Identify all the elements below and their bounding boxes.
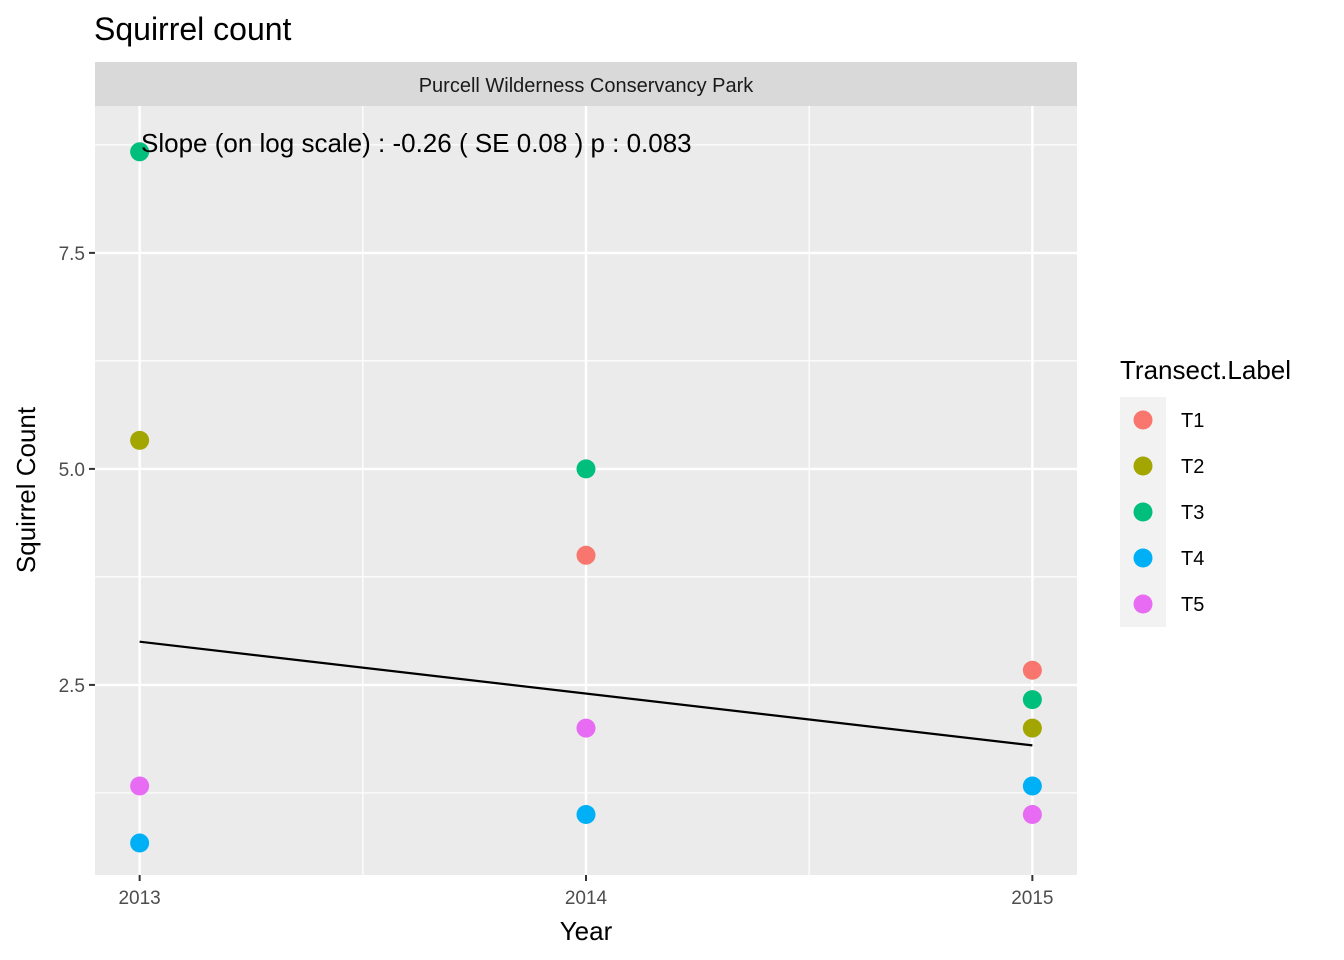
legend-label-t3: T3 [1181,502,1204,524]
y-axis: 2.5 5.0 7.5 [59,244,95,697]
point-t3 [1022,690,1042,710]
legend-label-t2: T2 [1181,456,1204,478]
point-t5 [1022,805,1042,825]
point-t5 [576,718,596,738]
legend-key-t5 [1133,594,1153,614]
point-t4 [130,833,150,853]
legend-label-t1: T1 [1181,410,1204,432]
point-t4 [1022,776,1042,796]
legend-key-t4 [1133,548,1153,568]
trend-line [139,640,1033,747]
y-tick-label: 5.0 [59,460,85,481]
point-t4 [576,805,596,825]
legend-label-t5: T5 [1181,594,1204,616]
facet-label: Purcell Wilderness Conservancy Park [419,75,755,97]
legend-key-t3 [1133,502,1153,522]
legend-label-t4: T4 [1181,548,1204,570]
point-t2 [1022,718,1042,738]
x-tick-label: 2014 [565,888,608,909]
trend-line-group [139,640,1033,747]
point-t1 [576,545,596,565]
slope-annotation: Slope (on log scale) : -0.26 ( SE 0.08 )… [141,128,692,158]
x-axis: 2013 2014 2015 [118,875,1054,909]
legend-key-t1 [1133,410,1153,430]
x-tick-label: 2013 [118,888,160,909]
point-t3 [130,142,150,162]
chart-title: Squirrel count [94,11,292,47]
x-tick-label: 2015 [1011,888,1053,909]
data-points [130,142,1042,853]
legend: T1 T2 T3 T4 T5 [1120,397,1204,627]
point-t2 [130,430,150,450]
y-tick-label: 7.5 [59,244,85,265]
point-t3 [576,459,596,479]
facet-strip [95,62,1077,106]
point-t5 [130,776,150,796]
y-tick-label: 2.5 [59,676,85,697]
x-axis-title: Year [560,916,613,946]
legend-key-t2 [1133,456,1153,476]
y-axis-title: Squirrel Count [11,406,41,573]
point-t1 [1022,660,1042,680]
legend-title: Transect.Label [1120,355,1291,385]
